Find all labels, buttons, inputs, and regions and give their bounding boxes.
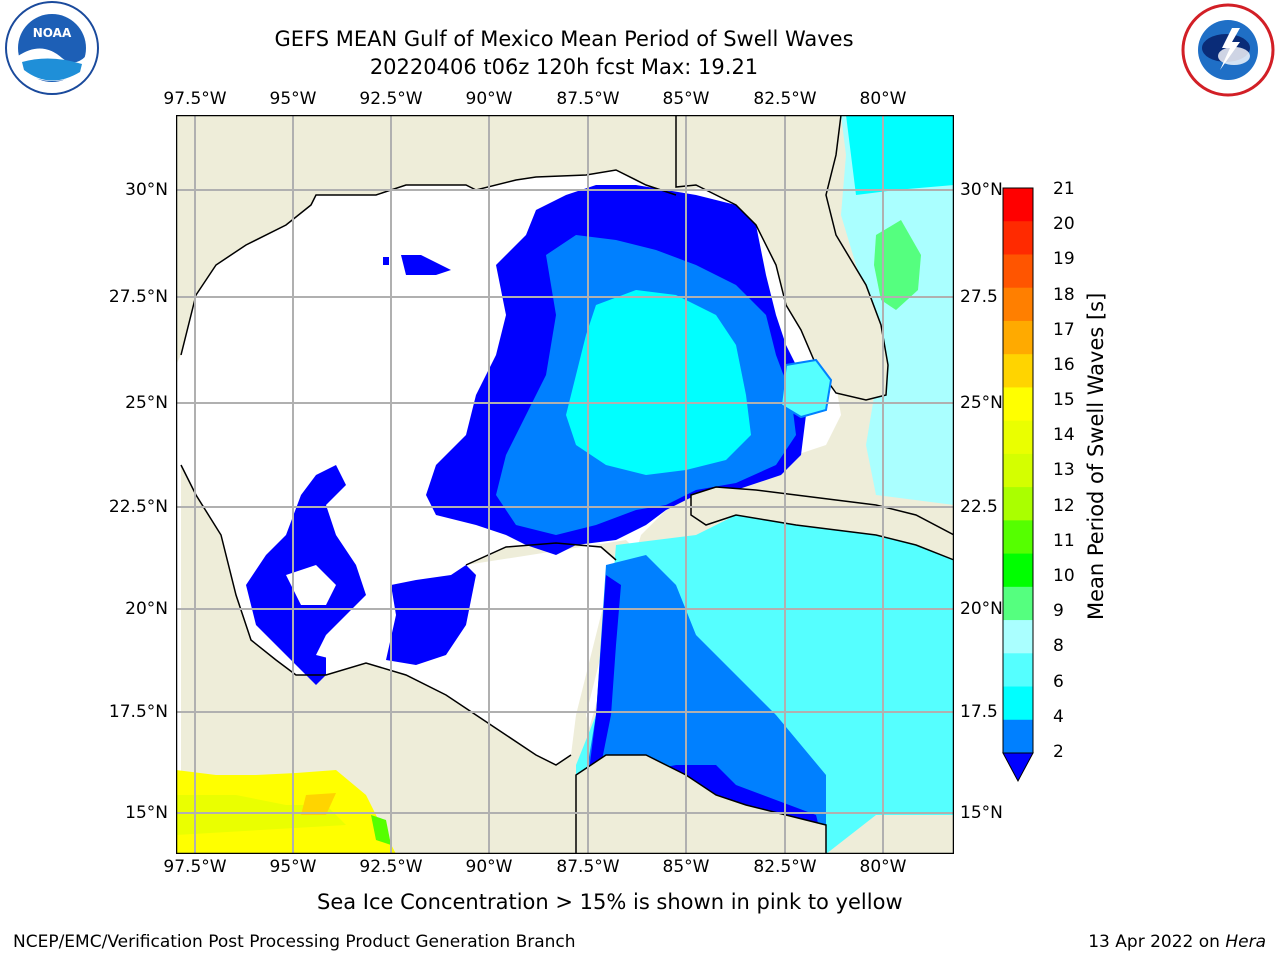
svg-text:NOAA: NOAA xyxy=(33,26,72,40)
lat-tick-left: 30°N xyxy=(125,180,168,200)
colorbar-block xyxy=(1003,188,1033,222)
lon-tick-top: 82.5°W xyxy=(753,89,817,109)
gulf-cyan-core xyxy=(566,290,751,475)
lat-tick-right: 25°N xyxy=(960,393,1003,413)
footer-machine: Hera xyxy=(1225,932,1266,952)
colorbar-block xyxy=(1003,287,1033,322)
colorbar-block xyxy=(1003,520,1033,555)
small-blue-patch xyxy=(401,255,451,275)
lon-tick-top: 97.5°W xyxy=(163,89,227,109)
lon-tick-top: 90°W xyxy=(465,89,513,109)
colorbar-block xyxy=(1003,387,1033,422)
colorbar-tick: 9 xyxy=(1053,601,1064,621)
footer-credit: NCEP/EMC/Verification Post Processing Pr… xyxy=(13,932,576,952)
colorbar-tick: 11 xyxy=(1053,531,1075,551)
lon-tick-bottom: 85°W xyxy=(662,857,710,877)
sea-ice-note: Sea Ice Concentration > 15% is shown in … xyxy=(317,890,903,914)
yucatan-peninsula xyxy=(181,465,954,854)
colorbar-tick: 12 xyxy=(1053,496,1075,516)
lat-tick-right: 30°N xyxy=(960,180,1003,200)
lat-tick-right: 22.5 xyxy=(960,497,998,517)
central-america xyxy=(575,754,827,854)
colorbar-block xyxy=(1003,586,1033,621)
colorbar-tick: 10 xyxy=(1053,566,1075,586)
colorbar-block xyxy=(1003,686,1033,721)
colorbar-block xyxy=(1003,354,1033,388)
lon-tick-bottom: 97.5°W xyxy=(163,857,227,877)
lat-tick-right: 15°N xyxy=(960,803,1003,823)
western-gulf-white-gap xyxy=(286,565,336,605)
lon-tick-bottom: 80°W xyxy=(859,857,907,877)
colorbar-tick: 20 xyxy=(1053,214,1075,234)
chart-title: GEFS MEAN Gulf of Mexico Mean Period of … xyxy=(274,27,854,51)
colorbar-block xyxy=(1003,221,1033,255)
colorbar-extend-arrow xyxy=(1002,752,1034,783)
lat-tick-left: 27.5°N xyxy=(108,287,168,307)
lon-tick-top: 85°W xyxy=(662,89,710,109)
lon-tick-bottom: 92.5°W xyxy=(359,857,423,877)
colorbar xyxy=(1002,187,1034,783)
lon-tick-bottom: 95°W xyxy=(269,857,317,877)
lon-tick-bottom: 82.5°W xyxy=(753,857,817,877)
bahamas-shoal xyxy=(779,358,833,419)
colorbar-block xyxy=(1003,254,1033,289)
nws-logo xyxy=(1181,3,1275,97)
gulf-map xyxy=(176,115,954,854)
lon-tick-top: 80°W xyxy=(859,89,907,109)
lat-tick-right: 27.5 xyxy=(960,287,998,307)
lat-tick-right: 20°N xyxy=(960,599,1003,619)
florida xyxy=(675,115,889,401)
colorbar-block xyxy=(1003,487,1033,521)
bay-of-campeche-blue xyxy=(386,565,476,665)
lat-tick-left: 15°N xyxy=(125,803,168,823)
footer-date: 13 Apr 2022 on Hera xyxy=(1088,932,1266,952)
colorbar-block xyxy=(1003,553,1033,588)
lat-tick-left: 25°N xyxy=(125,393,168,413)
colorbar-block xyxy=(1003,653,1033,688)
pacific-green-patch xyxy=(371,815,391,845)
atlantic-east-of-florida xyxy=(841,115,954,505)
colorbar-tick: 14 xyxy=(1053,425,1075,445)
colorbar-block xyxy=(1003,453,1033,488)
lon-tick-bottom: 87.5°W xyxy=(556,857,620,877)
colorbar-tick: 8 xyxy=(1053,636,1064,656)
colorbar-tick: 21 xyxy=(1053,179,1075,199)
atlantic-cyan xyxy=(846,115,954,195)
coastline xyxy=(180,169,677,766)
lon-tick-bottom: 90°W xyxy=(465,857,513,877)
lat-tick-left: 20°N xyxy=(125,599,168,619)
cuba xyxy=(690,486,954,561)
colorbar-tick: 13 xyxy=(1053,460,1075,480)
colorbar-tick: 15 xyxy=(1053,390,1075,410)
pacific-orange-patch xyxy=(301,793,336,815)
colorbar-block xyxy=(1003,719,1033,754)
lat-tick-right: 17.5 xyxy=(960,702,998,722)
colorbar-block xyxy=(1003,420,1033,455)
lat-tick-left: 22.5°N xyxy=(108,497,168,517)
graticule xyxy=(176,115,954,854)
lon-tick-top: 95°W xyxy=(269,89,317,109)
colorbar-tick: 4 xyxy=(1053,707,1064,727)
lon-tick-top: 92.5°W xyxy=(359,89,423,109)
colorbar-tick: 19 xyxy=(1053,249,1075,269)
colorbar-tick: 6 xyxy=(1053,672,1064,692)
lat-tick-left: 17.5°N xyxy=(108,702,168,722)
atlantic-green xyxy=(874,220,921,310)
lon-tick-top: 87.5°W xyxy=(556,89,620,109)
colorbar-tick: 18 xyxy=(1053,285,1075,305)
colorbar-tick: 2 xyxy=(1053,742,1064,762)
chart-subtitle: 20220406 t06z 120h fcst Max: 19.21 xyxy=(369,55,759,79)
noaa-logo: NOAA xyxy=(5,1,99,95)
colorbar-block xyxy=(1003,620,1033,654)
colorbar-tick: 17 xyxy=(1053,320,1075,340)
colorbar-tick: 16 xyxy=(1053,355,1075,375)
colorbar-block xyxy=(1003,320,1033,355)
colorbar-label: Mean Period of Swell Waves [s] xyxy=(1084,292,1108,620)
